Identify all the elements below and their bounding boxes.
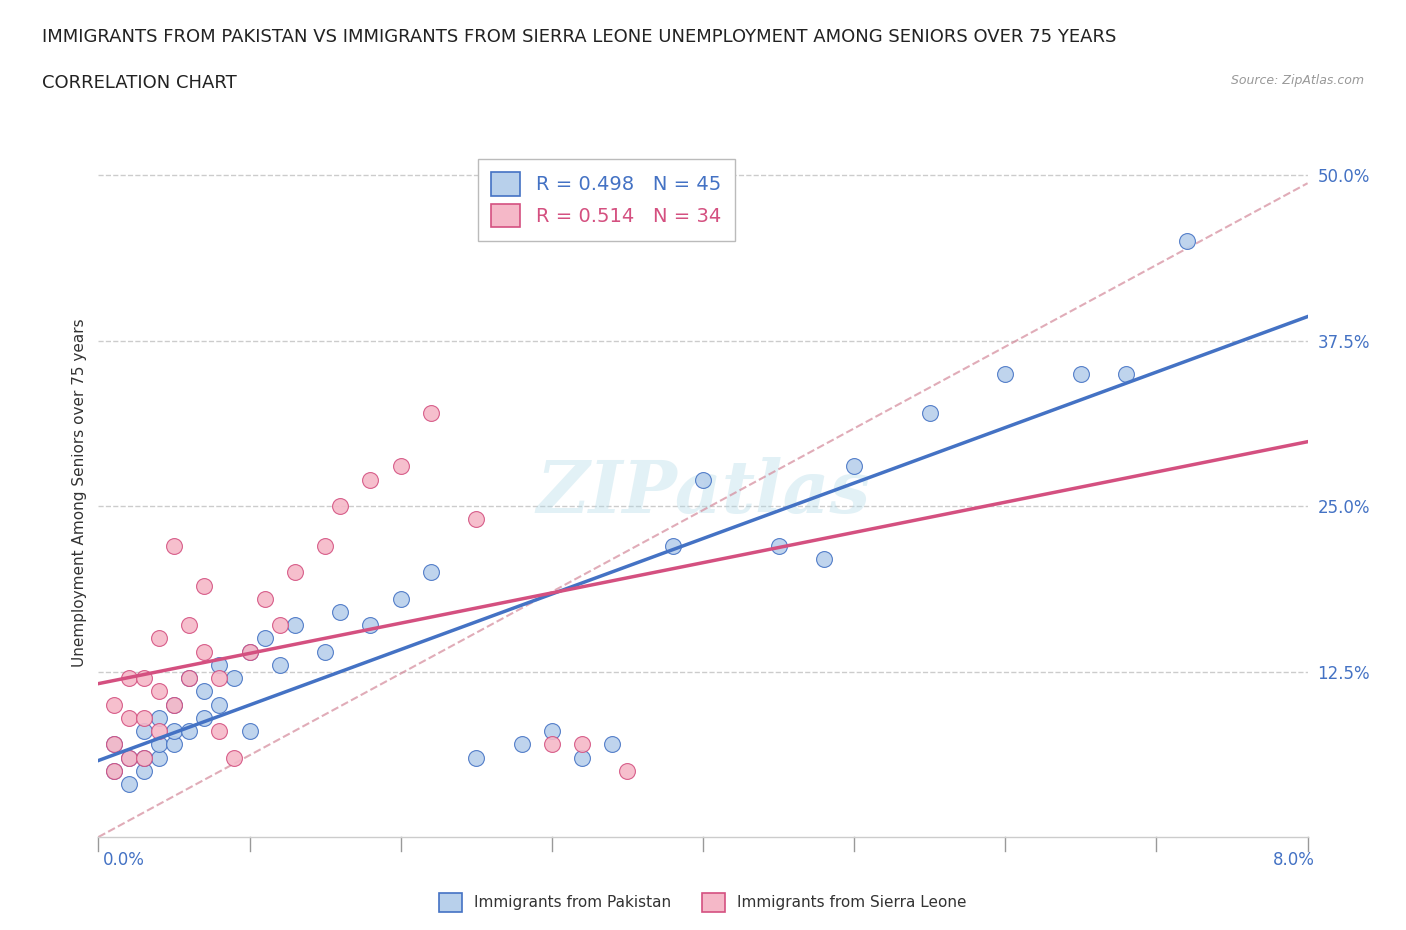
Point bbox=[329, 498, 352, 513]
Point bbox=[118, 671, 141, 685]
Text: 0.0%: 0.0% bbox=[103, 851, 145, 869]
Point bbox=[510, 737, 533, 751]
Point bbox=[179, 618, 201, 632]
Point bbox=[224, 751, 246, 765]
Text: CORRELATION CHART: CORRELATION CHART bbox=[42, 74, 238, 92]
Y-axis label: Unemployment Among Seniors over 75 years: Unemployment Among Seniors over 75 years bbox=[72, 319, 87, 667]
Point bbox=[994, 366, 1017, 381]
Point bbox=[148, 711, 170, 725]
Point bbox=[224, 671, 246, 685]
Point bbox=[269, 618, 291, 632]
Point bbox=[571, 751, 593, 765]
Point bbox=[132, 671, 155, 685]
Point bbox=[179, 671, 201, 685]
Point bbox=[163, 538, 186, 553]
Point bbox=[193, 578, 215, 593]
Point bbox=[103, 764, 125, 778]
Point bbox=[132, 724, 155, 738]
Point bbox=[132, 711, 155, 725]
Point bbox=[1070, 366, 1092, 381]
Point bbox=[359, 618, 381, 632]
Point bbox=[179, 671, 201, 685]
Point bbox=[253, 631, 276, 646]
Point bbox=[148, 724, 170, 738]
Point bbox=[148, 684, 170, 698]
Point bbox=[163, 698, 186, 712]
Point bbox=[118, 711, 141, 725]
Point bbox=[419, 565, 441, 579]
Point bbox=[163, 737, 186, 751]
Point bbox=[239, 644, 262, 659]
Point bbox=[1175, 234, 1198, 249]
Point bbox=[193, 644, 215, 659]
Text: ZIPatlas: ZIPatlas bbox=[536, 458, 870, 528]
Point bbox=[918, 406, 941, 421]
Point bbox=[239, 724, 262, 738]
Text: IMMIGRANTS FROM PAKISTAN VS IMMIGRANTS FROM SIERRA LEONE UNEMPLOYMENT AMONG SENI: IMMIGRANTS FROM PAKISTAN VS IMMIGRANTS F… bbox=[42, 28, 1116, 46]
Text: 8.0%: 8.0% bbox=[1272, 851, 1315, 869]
Point bbox=[844, 459, 866, 474]
Point bbox=[359, 472, 381, 487]
Point bbox=[148, 631, 170, 646]
Point bbox=[540, 724, 562, 738]
Point bbox=[269, 658, 291, 672]
Point bbox=[314, 538, 336, 553]
Point bbox=[465, 512, 488, 526]
Point bbox=[329, 604, 352, 619]
Point bbox=[239, 644, 262, 659]
Point bbox=[1115, 366, 1137, 381]
Point bbox=[314, 644, 336, 659]
Point bbox=[813, 551, 835, 566]
Point bbox=[768, 538, 790, 553]
Point bbox=[148, 751, 170, 765]
Point bbox=[193, 684, 215, 698]
Point bbox=[103, 737, 125, 751]
Point bbox=[208, 658, 231, 672]
Point bbox=[193, 711, 215, 725]
Point bbox=[208, 671, 231, 685]
Point bbox=[132, 764, 155, 778]
Point bbox=[132, 751, 155, 765]
Point bbox=[148, 737, 170, 751]
Point bbox=[540, 737, 562, 751]
Point bbox=[163, 698, 186, 712]
Point bbox=[661, 538, 683, 553]
Point bbox=[465, 751, 488, 765]
Point bbox=[208, 724, 231, 738]
Point bbox=[571, 737, 593, 751]
Point bbox=[118, 777, 141, 791]
Point bbox=[163, 724, 186, 738]
Legend: R = 0.498   N = 45, R = 0.514   N = 34: R = 0.498 N = 45, R = 0.514 N = 34 bbox=[478, 158, 735, 241]
Point bbox=[208, 698, 231, 712]
Point bbox=[419, 406, 441, 421]
Point bbox=[253, 591, 276, 606]
Point bbox=[118, 751, 141, 765]
Point bbox=[103, 764, 125, 778]
Point bbox=[602, 737, 624, 751]
Point bbox=[284, 565, 307, 579]
Point bbox=[118, 751, 141, 765]
Point bbox=[179, 724, 201, 738]
Point bbox=[616, 764, 638, 778]
Point bbox=[103, 698, 125, 712]
Legend: Immigrants from Pakistan, Immigrants from Sierra Leone: Immigrants from Pakistan, Immigrants fro… bbox=[433, 887, 973, 918]
Text: Source: ZipAtlas.com: Source: ZipAtlas.com bbox=[1230, 74, 1364, 87]
Point bbox=[132, 751, 155, 765]
Point bbox=[389, 591, 412, 606]
Point bbox=[103, 737, 125, 751]
Point bbox=[284, 618, 307, 632]
Point bbox=[692, 472, 714, 487]
Point bbox=[389, 459, 412, 474]
